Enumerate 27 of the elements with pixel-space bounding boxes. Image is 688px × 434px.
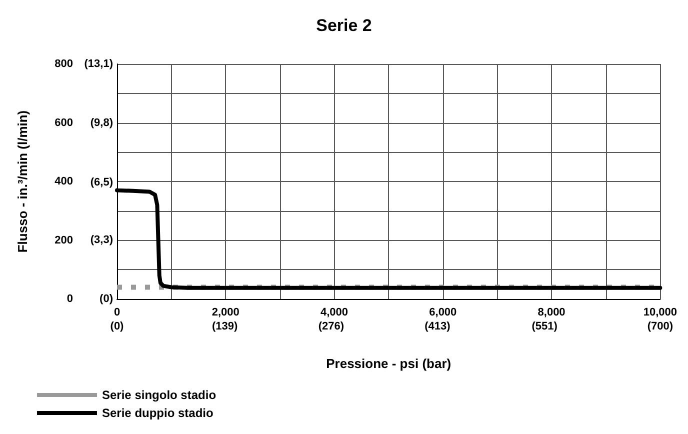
legend-label: Serie duppio stadio — [102, 406, 214, 420]
y-tick-label: 400 — [54, 176, 73, 188]
x2-tick-label: (700) — [647, 320, 674, 332]
x2-tick-label: (413) — [424, 320, 451, 332]
x-tick-label: 0 — [114, 306, 120, 318]
x-tick-label: 10,000 — [643, 306, 678, 318]
x-tick-label: 4,000 — [320, 306, 348, 318]
y2-tick-label: (13,1) — [84, 58, 114, 70]
y-tick-label: 0 — [66, 293, 73, 305]
x-axis-title: Pressione - psi (bar) — [326, 356, 452, 371]
x-tick-label: 8,000 — [538, 306, 566, 318]
x2-tick-label: (0) — [110, 320, 124, 332]
y-tick-label: 600 — [54, 116, 73, 129]
y-axis-title: Flusso - in.³/min (l/min) — [15, 110, 30, 253]
x2-tick-label: (276) — [318, 320, 344, 332]
chart-title: Serie 2 — [316, 16, 372, 35]
y2-tick-label: (9,8) — [90, 117, 114, 130]
x-tick-label: 6,000 — [429, 306, 457, 318]
x2-tick-label: (551) — [532, 320, 558, 332]
x-tick-label: 2,000 — [212, 306, 240, 318]
y-tick-label: 200 — [54, 234, 73, 246]
y-tick-label: 800 — [54, 58, 73, 70]
y2-tick-label: (0) — [100, 293, 114, 305]
x2-tick-label: (139) — [212, 320, 238, 332]
legend-label: Serie singolo stadio — [102, 388, 216, 402]
y2-tick-label: (6,5) — [90, 176, 114, 188]
y2-tick-label: (3,3) — [90, 234, 114, 246]
